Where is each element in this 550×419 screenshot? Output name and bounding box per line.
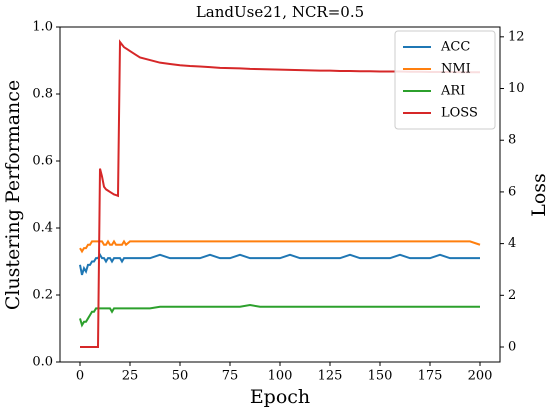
x-tick-label: 25 [122,369,139,384]
legend-label: ARI [440,84,465,99]
y2-tick-label: 8 [508,133,516,148]
y-tick-label: 0.8 [32,87,53,102]
series-line [79,304,480,328]
y-tick-label: 0.2 [32,288,53,303]
legend-box [394,30,496,130]
y2-axis-label: Loss [528,173,550,217]
x-tick-label: 175 [418,369,443,384]
x-tick-label: 50 [172,369,189,384]
legend-label: NMI [441,62,471,77]
y2-tick-label: 2 [508,288,516,303]
y2-tick-label: 10 [508,81,525,96]
y-tick-label: 1.0 [32,20,53,35]
x-tick-label: 0 [76,369,84,384]
y-tick-label: 0.4 [32,221,53,236]
y-tick-label: 0.6 [32,154,53,169]
y2-tick-label: 6 [508,184,516,199]
legend-label: ACC [440,40,470,55]
series-line [80,39,480,349]
y-axis-label: Clustering Performance [2,80,24,310]
x-tick-label: 200 [468,369,493,384]
series-line [79,239,481,254]
series-line [79,252,480,276]
x-tick-label: 150 [368,369,393,384]
x-tick-label: 100 [268,369,293,384]
x-tick-label: 125 [318,369,343,384]
plot-frame [59,26,501,363]
x-tick-label: 75 [222,369,239,384]
chart-title: LandUse21, NCR=0.5 [196,3,364,21]
y2-tick-label: 4 [508,236,516,251]
x-axis-label: Epoch [250,386,310,408]
y2-tick-label: 12 [508,29,525,44]
legend-label: LOSS [441,106,478,121]
y-tick-label: 0.0 [32,355,53,370]
y2-tick-label: 0 [508,340,516,355]
